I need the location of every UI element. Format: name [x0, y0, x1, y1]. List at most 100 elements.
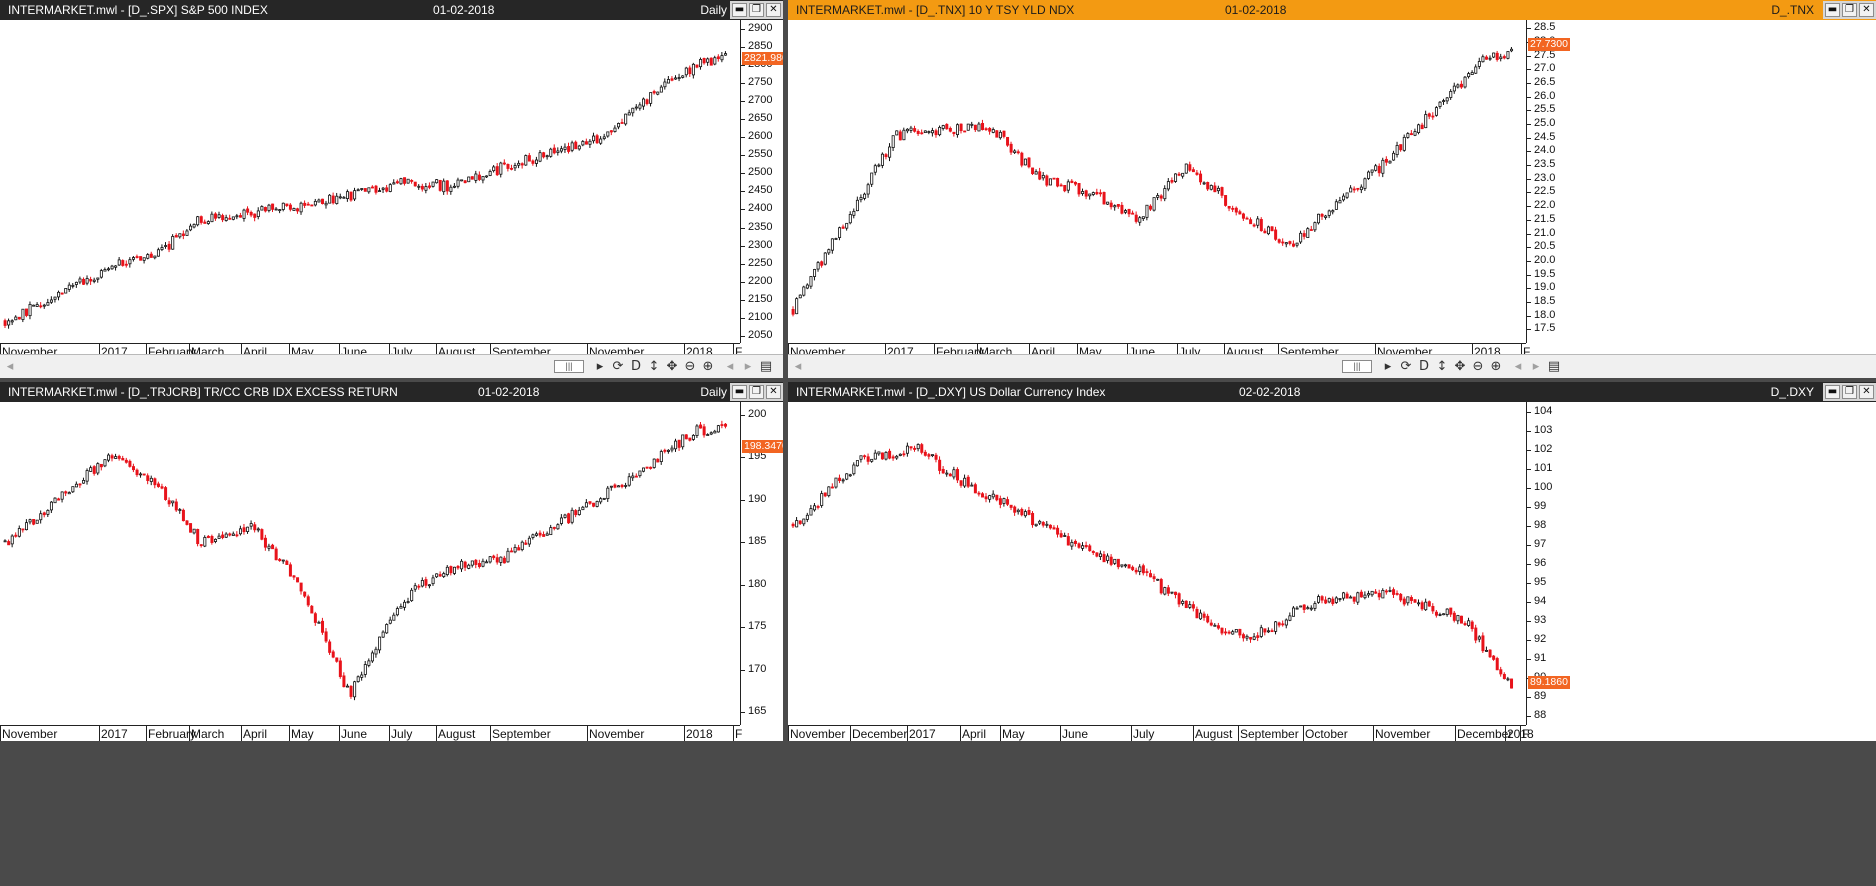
price-axis[interactable]: 200 195 190 185 180 175 170 165 [740, 402, 783, 725]
price-plot[interactable] [788, 20, 1526, 343]
time-axis[interactable]: November 2017 February March April May June Jul… [0, 725, 742, 741]
window-controls: ▬ ❐ ✕ [1823, 1, 1876, 19]
candle-body [221, 534, 225, 539]
data-window-icon[interactable]: ▤ [759, 359, 773, 374]
candle-body [3, 320, 7, 326]
candle-body [292, 575, 296, 578]
candle-body [1134, 214, 1138, 222]
candle-body [556, 150, 560, 153]
vertical-resize-icon[interactable]: ↕ [648, 359, 660, 374]
scroll-left-icon[interactable]: ◂ [6, 359, 14, 374]
candle-body [388, 619, 392, 624]
price-plot[interactable] [0, 20, 740, 343]
chart-window-crb[interactable]: INTERMARKET.mwl - [D_.TRJCRB] TR/CC CRB … [0, 382, 783, 741]
candle-body [428, 185, 432, 188]
refresh-icon[interactable]: ⟳ [612, 359, 624, 374]
period-button[interactable]: D [1418, 359, 1429, 374]
candle-body [535, 533, 539, 536]
candle-body [53, 296, 57, 300]
candle-body [1463, 76, 1467, 88]
zoom-out-icon[interactable]: ⊖ [684, 359, 696, 374]
candle-body [1009, 143, 1013, 153]
candle-body [1324, 599, 1328, 604]
candle-body [96, 277, 100, 280]
candle-body [328, 194, 332, 204]
candle-body [17, 316, 21, 320]
candle-body [663, 81, 667, 88]
restore-icon[interactable]: ❐ [1842, 3, 1857, 17]
price-axis[interactable]: 2900285028002750270026502600255025002450… [740, 20, 783, 343]
step-right-icon[interactable]: ▸ [1532, 359, 1540, 374]
window-titlebar[interactable]: INTERMARKET.mwl - [D_.TNX] 10 Y TSY YLD … [788, 0, 1876, 20]
zoom-out-icon[interactable]: ⊖ [1472, 359, 1484, 374]
candle-body [267, 545, 271, 549]
step-left-icon[interactable]: ◂ [1514, 359, 1522, 374]
close-icon[interactable]: ✕ [766, 3, 781, 17]
data-window-icon[interactable]: ▤ [1547, 359, 1561, 374]
candle-body [1206, 615, 1210, 623]
scroll-right-icon[interactable]: ▸ [1384, 359, 1392, 374]
candle-body [1327, 598, 1331, 603]
close-icon[interactable]: ✕ [1859, 385, 1874, 399]
price-plot[interactable] [0, 402, 740, 725]
candle-body [1034, 523, 1038, 527]
close-icon[interactable]: ✕ [1859, 3, 1874, 17]
candle-body [224, 533, 228, 538]
minimize-icon[interactable]: ▬ [732, 3, 747, 17]
time-axis-tick [684, 726, 685, 741]
candle-body [970, 484, 974, 487]
candle-body [845, 473, 849, 480]
candle-body [328, 641, 332, 653]
minimize-icon[interactable]: ▬ [1825, 385, 1840, 399]
window-titlebar[interactable]: INTERMARKET.mwl - [D_.DXY] US Dollar Cur… [788, 382, 1876, 402]
move-icon[interactable]: ✥ [1454, 359, 1466, 374]
move-icon[interactable]: ✥ [666, 359, 678, 374]
minimize-icon[interactable]: ▬ [732, 385, 747, 399]
candle-body [545, 155, 549, 158]
candle-body [848, 474, 852, 477]
refresh-icon[interactable]: ⟳ [1400, 359, 1412, 374]
window-titlebar[interactable]: INTERMARKET.mwl - [D_.SPX] S&P 500 INDEX… [0, 0, 783, 20]
time-axis-tick [1000, 726, 1001, 741]
time-axis[interactable]: November December 2017 April May June July Augu… [788, 725, 1534, 741]
candle-body [1313, 222, 1317, 231]
price-axis[interactable]: 104103102101100999897969594939291908988 [1526, 402, 1876, 725]
candle-body [891, 135, 895, 148]
price-axis[interactable]: 28.528.027.527.026.526.025.525.024.524.0… [1526, 20, 1876, 343]
step-left-icon[interactable]: ◂ [726, 359, 734, 374]
window-titlebar[interactable]: INTERMARKET.mwl - [D_.TRJCRB] TR/CC CRB … [0, 382, 783, 402]
candle-body [278, 209, 282, 212]
vertical-resize-icon[interactable]: ↕ [1436, 359, 1448, 374]
close-icon[interactable]: ✕ [766, 385, 781, 399]
price-axis-label: 175 [748, 620, 767, 633]
restore-icon[interactable]: ❐ [1842, 385, 1857, 399]
step-right-icon[interactable]: ▸ [744, 359, 752, 374]
chart-window-tnx[interactable]: INTERMARKET.mwl - [D_.TNX] 10 Y TSY YLD … [788, 0, 1876, 378]
candle-body [128, 259, 132, 265]
candle-body [107, 454, 111, 461]
restore-icon[interactable]: ❐ [749, 3, 764, 17]
chart-window-dxy[interactable]: INTERMARKET.mwl - [D_.DXY] US Dollar Cur… [788, 382, 1876, 741]
price-plot[interactable] [788, 402, 1526, 725]
candle-body [3, 540, 7, 543]
scroll-right-icon[interactable]: ▸ [596, 359, 604, 374]
candle-body [588, 501, 592, 504]
window-date: 02-02-2018 [1239, 385, 1301, 399]
minimize-icon[interactable]: ▬ [1825, 3, 1840, 17]
time-axis-tick [99, 344, 100, 359]
scrollbar-thumb[interactable]: ||| [554, 360, 584, 373]
scrollbar-thumb[interactable]: ||| [1342, 360, 1372, 373]
price-axis-label: 2350 [748, 220, 773, 233]
candle-body [1020, 508, 1024, 516]
candle-body [1434, 611, 1438, 616]
candle-body [249, 523, 253, 527]
candle-body [452, 566, 456, 574]
zoom-in-icon[interactable]: ⊕ [1490, 359, 1502, 374]
time-axis-tick [339, 726, 340, 741]
period-button[interactable]: D [630, 359, 641, 374]
chart-window-spx[interactable]: INTERMARKET.mwl - [D_.SPX] S&P 500 INDEX… [0, 0, 783, 378]
zoom-in-icon[interactable]: ⊕ [702, 359, 714, 374]
restore-icon[interactable]: ❐ [749, 385, 764, 399]
candlestick-chart [791, 46, 1514, 317]
scroll-left-icon[interactable]: ◂ [794, 359, 802, 374]
